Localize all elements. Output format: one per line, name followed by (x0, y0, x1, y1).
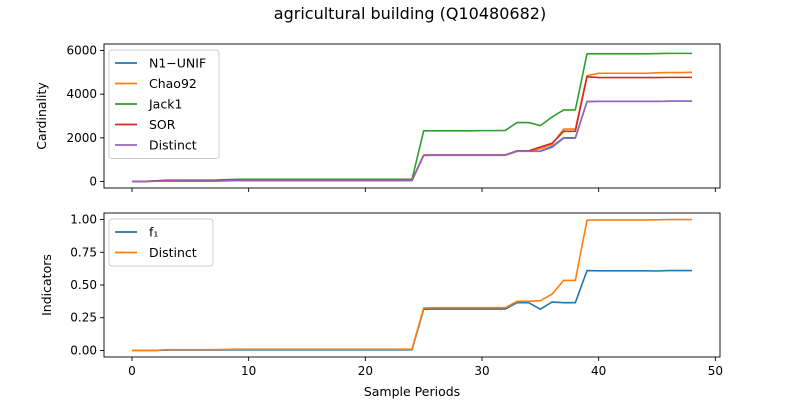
y-tick-label: 1.00 (70, 213, 97, 227)
series-line-5 (132, 100, 692, 183)
y-tick-label: 0.50 (70, 278, 97, 292)
y-tick-label: 0.00 (70, 343, 97, 357)
legend-box (108, 49, 220, 159)
legend-label: f₁ (149, 225, 158, 240)
y-axis-label: Cardinality (34, 82, 49, 150)
legend-label: Distinct (149, 245, 197, 260)
y-tick-label: 0 (89, 174, 97, 188)
plot-frame (103, 43, 721, 189)
x-tick-label: 20 (358, 364, 373, 378)
x-tick-label: 40 (591, 364, 606, 378)
legend-label: Chao92 (149, 76, 197, 91)
legend-label: Jack1 (148, 97, 182, 112)
y-tick-label: 0.75 (70, 245, 97, 259)
figure-title: agricultural building (Q10480682) (274, 4, 546, 23)
x-axis-label: Sample Periods (364, 384, 460, 399)
top-panel: 0 2000 4000 6000 Cardinality N1−UNIF Chao92 Jac… (34, 43, 721, 192)
y-tick-label: 4000 (66, 87, 97, 101)
y-axis-label: Indicators (39, 254, 54, 316)
y-tick-label: 6000 (66, 44, 97, 58)
x-tick-label: 0 (128, 364, 136, 378)
series-line-2 (132, 218, 692, 352)
legend-label: Distinct (149, 138, 197, 153)
legend-box (108, 218, 214, 267)
legend-label: SOR (149, 117, 176, 132)
x-tick-label: 50 (708, 364, 723, 378)
x-tick-label: 30 (474, 364, 489, 378)
y-tick-label: 0.25 (70, 311, 97, 325)
legend: N1−UNIF Chao92 Jack1 SOR Distinct (108, 49, 220, 159)
x-tick-label: 10 (241, 364, 256, 378)
bottom-panel: 0 10 20 30 40 50 0.00 0.25 0.50 0.75 1.00 Indicator… (39, 213, 723, 399)
legend-label: N1−UNIF (149, 56, 206, 71)
series-line-1 (132, 269, 692, 352)
y-tick-label: 2000 (66, 131, 97, 145)
legend: f₁ Distinct (108, 218, 214, 267)
